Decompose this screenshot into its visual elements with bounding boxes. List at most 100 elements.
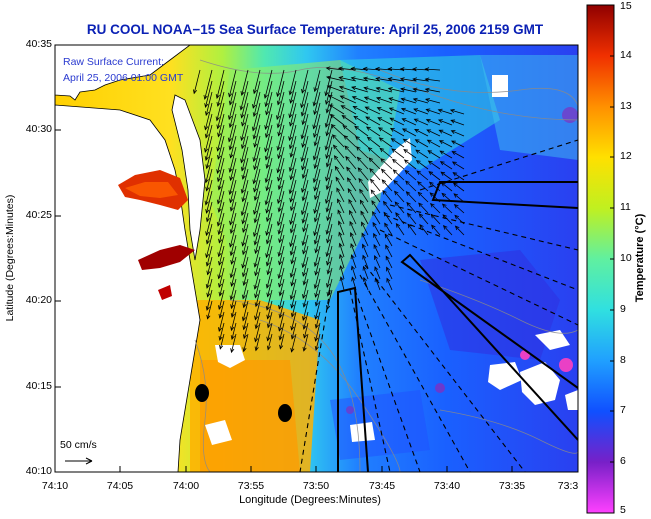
current-vector (428, 171, 441, 181)
current-vector-head (265, 253, 270, 259)
current-vector-head (375, 66, 380, 72)
current-vector-head (242, 228, 247, 233)
current-vector-head (325, 252, 330, 258)
current-vector-head (300, 134, 305, 140)
current-vector-head (359, 199, 364, 205)
current-vector (426, 109, 441, 115)
current-vector (291, 311, 297, 331)
current-vector-head (241, 174, 246, 180)
current-vector (315, 311, 321, 329)
current-vector-head (425, 108, 431, 113)
current-vector-head (277, 131, 282, 137)
current-vector-head (313, 195, 319, 201)
current-vector-head (326, 85, 332, 90)
current-vector-head (204, 148, 209, 153)
current-vector-head (454, 225, 460, 231)
current-vector (381, 179, 393, 192)
current-vector (427, 150, 441, 159)
current-vector-head (352, 106, 358, 110)
current-vector (302, 201, 309, 223)
current-vector (315, 333, 321, 351)
current-vector-head (265, 261, 270, 267)
colorbar-label: Temperature (°C) (634, 213, 646, 303)
current-vector (315, 234, 321, 253)
current-vector-head (312, 101, 317, 107)
current-vector-head (374, 266, 379, 271)
colorbar-tick: 13 (620, 100, 632, 112)
current-vector-head (265, 305, 270, 311)
current-vector (231, 289, 237, 309)
current-vector (266, 190, 273, 213)
current-vector-head (230, 304, 235, 310)
current-vector (242, 300, 249, 321)
current-vector-head (302, 280, 307, 286)
current-vector (193, 69, 201, 94)
current-vector-head (216, 146, 221, 152)
current-vector-head (218, 291, 223, 297)
current-vector-head (313, 133, 318, 138)
current-vector (314, 179, 321, 200)
current-vector (301, 69, 309, 94)
current-vector-head (385, 255, 390, 261)
current-vector-head (303, 333, 308, 339)
current-vector-head (454, 214, 459, 220)
current-vector (362, 255, 369, 269)
current-vector-head (371, 200, 376, 205)
current-vector-head (384, 222, 389, 228)
current-vector-head (277, 154, 282, 160)
current-vector-head (376, 96, 381, 101)
current-vector (207, 278, 213, 297)
current-vector-head (265, 164, 270, 169)
current-vector (231, 245, 237, 265)
current-vector (441, 182, 453, 192)
current-vector (439, 140, 453, 148)
current-vector-head (228, 100, 233, 106)
current-vector-head (418, 213, 424, 218)
current-vector-head (313, 262, 318, 267)
current-vector-head (414, 129, 419, 133)
current-vector-head (216, 102, 221, 107)
current-vector-head (205, 284, 210, 289)
current-vector (442, 214, 453, 225)
current-vector-head (302, 316, 307, 321)
current-vector-head (264, 133, 270, 139)
current-vector (367, 136, 381, 148)
current-vector-head (387, 87, 393, 92)
current-vector-head (424, 77, 430, 82)
current-vector (326, 168, 333, 190)
current-vector-head (386, 277, 391, 283)
current-vector (388, 87, 405, 93)
current-vector (314, 212, 321, 236)
current-vector-head (326, 269, 331, 275)
current-vector (291, 333, 297, 352)
current-vector-head (369, 178, 375, 184)
current-vector (216, 91, 225, 121)
current-vector (228, 69, 237, 97)
sst-field (55, 45, 578, 472)
current-vector-head (351, 86, 356, 91)
current-vector-head (453, 193, 459, 198)
current-vector (313, 157, 321, 183)
lon-tick: 73:50 (302, 480, 330, 492)
current-vector-head (380, 158, 385, 163)
current-vector (206, 190, 213, 214)
current-vector-head (301, 241, 306, 247)
current-vector (277, 157, 285, 181)
current-vector-head (288, 136, 293, 142)
current-vector-head (453, 204, 459, 209)
current-vector (265, 80, 273, 107)
current-vector (377, 117, 393, 126)
current-vector (241, 91, 249, 118)
current-vector (240, 80, 249, 110)
current-vector (430, 214, 441, 225)
current-vector (267, 256, 273, 275)
current-vector (242, 278, 249, 299)
current-vector-head (313, 209, 318, 214)
current-vector (219, 300, 225, 319)
current-vector (429, 181, 441, 192)
current-vector-head (276, 221, 282, 227)
current-vector (351, 254, 357, 269)
current-vector (314, 124, 321, 146)
current-vector-head (205, 164, 210, 170)
current-vector (267, 322, 273, 341)
